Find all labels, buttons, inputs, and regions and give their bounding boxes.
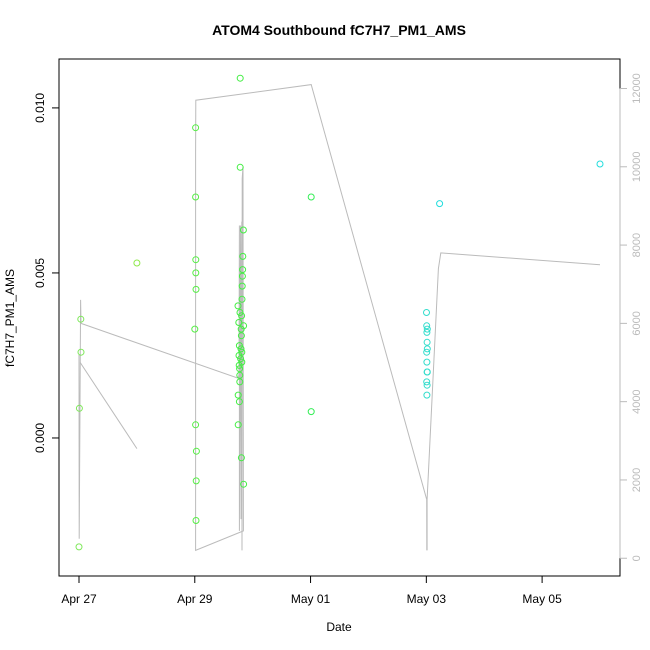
data-point <box>239 226 247 234</box>
data-point <box>192 421 200 429</box>
x-tick-label: May 05 <box>522 592 562 606</box>
data-point <box>192 269 200 277</box>
y2-tick-label: 2000 <box>631 468 643 492</box>
data-point <box>236 309 244 316</box>
y2-tick-label: 4000 <box>631 389 643 413</box>
y2-axis: 0 2000 4000 6000 8000 10000 12000 <box>619 73 643 561</box>
data-point <box>235 342 243 350</box>
y-tick-label: 0.010 <box>33 93 47 123</box>
data-point <box>238 282 246 290</box>
x-tick-label: May 03 <box>407 592 447 606</box>
data-point <box>237 454 245 462</box>
data-point <box>423 378 431 386</box>
x-tick-label: May 01 <box>291 592 331 606</box>
data-point <box>192 193 200 201</box>
x-axis-label: Date <box>326 620 352 634</box>
data-point <box>235 398 243 406</box>
data-point <box>240 480 248 488</box>
data-point <box>423 322 431 330</box>
data-point <box>239 252 247 260</box>
data-point <box>423 358 431 366</box>
data-point <box>236 371 244 379</box>
data-point <box>234 421 242 429</box>
data-point <box>238 295 246 303</box>
data-point <box>77 348 85 356</box>
data-point <box>238 312 246 320</box>
data-point <box>191 325 199 333</box>
data-point <box>307 408 315 416</box>
data-point <box>77 315 85 323</box>
data-point <box>423 338 431 346</box>
data-point <box>423 345 431 353</box>
data-point <box>423 381 431 389</box>
data-point <box>239 266 247 274</box>
y-tick-label: 0.000 <box>33 423 47 453</box>
data-point <box>236 378 244 386</box>
data-point <box>423 368 431 376</box>
data-point <box>238 348 246 356</box>
data-point <box>192 285 200 293</box>
data-point <box>240 322 248 330</box>
x-tick-label: Apr 27 <box>61 592 97 606</box>
data-point <box>192 447 200 455</box>
series-line-group <box>78 84 601 552</box>
data-point <box>423 309 430 316</box>
data-point <box>236 365 244 373</box>
data-point <box>236 74 244 82</box>
data-point <box>423 328 431 336</box>
data-point <box>237 332 245 340</box>
data-point <box>423 348 431 356</box>
series-line <box>78 84 601 552</box>
y-axis-label: fC7H7_PM1_AMS <box>3 269 17 367</box>
data-point <box>192 517 200 524</box>
data-points-group <box>75 74 604 551</box>
data-point <box>237 355 245 363</box>
y2-tick-label: 10000 <box>631 151 643 182</box>
data-point <box>234 302 242 310</box>
data-point <box>133 259 141 267</box>
data-point <box>596 160 604 168</box>
x-axis: Apr 27 Apr 29 May 01 May 03 May 05 <box>61 575 562 606</box>
y2-tick-label: 6000 <box>631 311 643 335</box>
data-point <box>423 391 431 399</box>
data-point <box>234 391 242 399</box>
data-point <box>236 163 244 171</box>
data-point <box>192 256 200 264</box>
data-point <box>192 477 200 485</box>
data-point <box>75 404 83 412</box>
y-axis: 0.000 0.005 0.010 <box>33 93 60 453</box>
data-point <box>238 272 246 280</box>
data-point <box>192 124 200 132</box>
x-tick-label: Apr 29 <box>177 592 213 606</box>
chart-title: ATOM4 Southbound fC7H7_PM1_AMS <box>212 22 466 38</box>
y2-tick-label: 8000 <box>631 233 643 257</box>
data-point <box>235 319 243 326</box>
y2-tick-label: 12000 <box>631 73 643 104</box>
y-tick-label: 0.005 <box>33 258 47 288</box>
y2-tick-label: 0 <box>631 555 643 561</box>
data-point <box>423 325 431 333</box>
data-point <box>237 345 245 353</box>
data-point <box>436 200 444 208</box>
plot-frame <box>58 58 621 577</box>
series-line-segment <box>79 362 138 449</box>
data-point <box>75 543 83 551</box>
data-point <box>238 358 246 366</box>
data-point <box>307 193 315 201</box>
